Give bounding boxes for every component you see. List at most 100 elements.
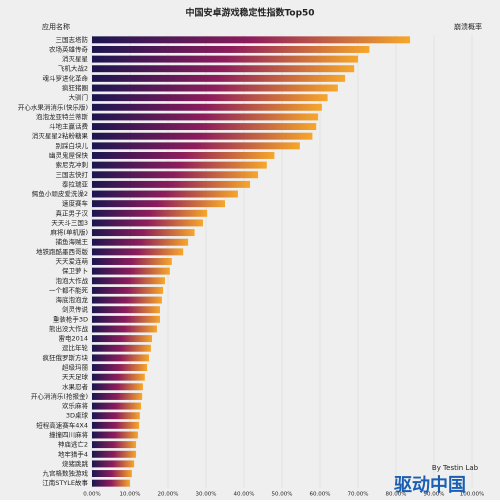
bar [92,431,138,439]
y-tick-label: 索尼克冲刺 [56,160,89,169]
x-tick-label: 70.00% [348,492,369,498]
bar [92,229,195,237]
y-tick-label: 重装枪手3D [53,314,88,323]
y-axis-label: 应用名称 [42,22,70,31]
plot: 0.00% 10.00% 20.00% 30.00% 40.00% 50.00% 60.00… [18,35,484,498]
bar [92,450,137,458]
y-tick-label: 撞撞四川麻将 [49,430,89,439]
bar [92,103,322,111]
bar [92,45,370,53]
y-tick-label: 地铁跑酷墨西哥版 [36,247,89,256]
bar [92,258,172,265]
watermark-sub: By Testin Lab [432,464,479,472]
bar [92,373,145,381]
bar [92,113,319,121]
bar [92,479,130,487]
y-tick-label: 天天足球 [62,372,89,381]
x-tick-label: 20.00% [158,492,179,498]
y-tick-label: 飞机大战2 [58,64,88,73]
bar [92,248,184,256]
y-tick-label: 魂斗罗进化革命 [43,73,89,82]
y-tick-label: 真正男子汉 [56,208,89,217]
bar [92,200,225,208]
bar [92,180,251,188]
y-tick-label: 海底泡泡龙 [56,295,89,304]
y-tick-label: 大驯门 [69,93,89,102]
bar [92,152,275,159]
y-tick-label: 超级玛丽 [62,363,89,372]
bar [92,412,140,420]
bar [92,315,161,323]
y-tick-label: 保卫萝卜 [62,266,88,275]
bar [92,74,346,82]
y-tick-label: 一个都不能死 [49,285,89,294]
y-tick-label: 烧猪跳跳 [62,459,89,468]
bar [92,421,140,429]
bar [92,161,267,169]
y-tick-label: 斗地主赢话费 [49,122,89,131]
y-tick-label: 消灭星星 [62,54,89,63]
y-tick-label: 江南STYLE故事 [42,478,88,487]
y-tick-label: 疯狂俄罗斯方块 [43,353,89,362]
x-tick-label: 0.00% [83,492,100,498]
y-tick-label: 疯狂猪圈 [62,83,88,92]
y-tick-label: 天天爱连萌 [56,257,89,266]
bar [92,402,142,410]
x-tick-label: 40.00% [234,492,255,498]
bar [92,65,355,73]
y-tick-label: 剑灵传说 [62,305,89,314]
y-tick-label: 天天斗三国3 [51,219,88,227]
y-tick-label: 消灭星星2粘粉糖果 [32,131,89,140]
bar [92,94,328,102]
bar [92,470,132,478]
bar [92,383,143,391]
bar [92,344,151,352]
y-tick-label: 雷电2014 [58,334,88,343]
chart-title: 中国安卓游戏稳定性指数Top50 [185,7,314,19]
bar [92,296,162,304]
bar [92,392,143,400]
y-tick-label: 九宫格数独游戏 [43,469,89,478]
bar [92,171,259,179]
y-tick-label: 水果忍者 [62,382,89,391]
bar [92,55,358,63]
bar [92,267,170,275]
y-tick-label: 麻将(单机版) [50,228,88,237]
x-tick-label: 90.00% [424,492,445,498]
y-tick-label: 短程高速赛车4X4 [36,420,88,429]
bar [92,286,164,294]
y-tick-label: 熊出没大作战 [49,324,89,333]
bar [92,142,300,150]
y-tick-label: 神庙逃亡2 [58,440,88,449]
x-tick-label: 100.00% [460,492,484,498]
x-axis-label: 崩溃概率 [454,22,482,31]
y-tick-label: 逗比年轮 [62,343,89,352]
bar [92,84,338,92]
bar [92,325,157,333]
bar [92,335,153,343]
y-tick-label: 泡泡大作战 [56,276,89,285]
bar [92,36,411,44]
y-tick-label: 泡泡龙亚特兰蒂斯 [36,112,89,121]
x-tick-label: 50.00% [272,492,293,498]
x-tick-label: 80.00% [386,492,407,498]
bar [92,277,165,285]
bar [92,441,137,449]
y-tick-label: 农场英雄传奇 [49,44,89,53]
x-tick-label: 10.00% [120,492,141,498]
bar [92,123,317,131]
y-tick-label: 别踩白块儿 [56,141,89,150]
bar [92,460,135,468]
bar [92,209,208,217]
x-tick-label: 30.00% [196,492,217,498]
y-tick-label: 开心水果消消乐(快乐版) [18,102,88,111]
bar [92,354,149,362]
y-tick-label: 捕鱼海贼王 [56,237,89,246]
bar [92,190,238,198]
y-tick-label: 地牢猎手4 [58,449,88,458]
bar [92,306,161,314]
y-tick-label: 鳄鱼小顽皮爱洗澡2 [32,189,88,198]
